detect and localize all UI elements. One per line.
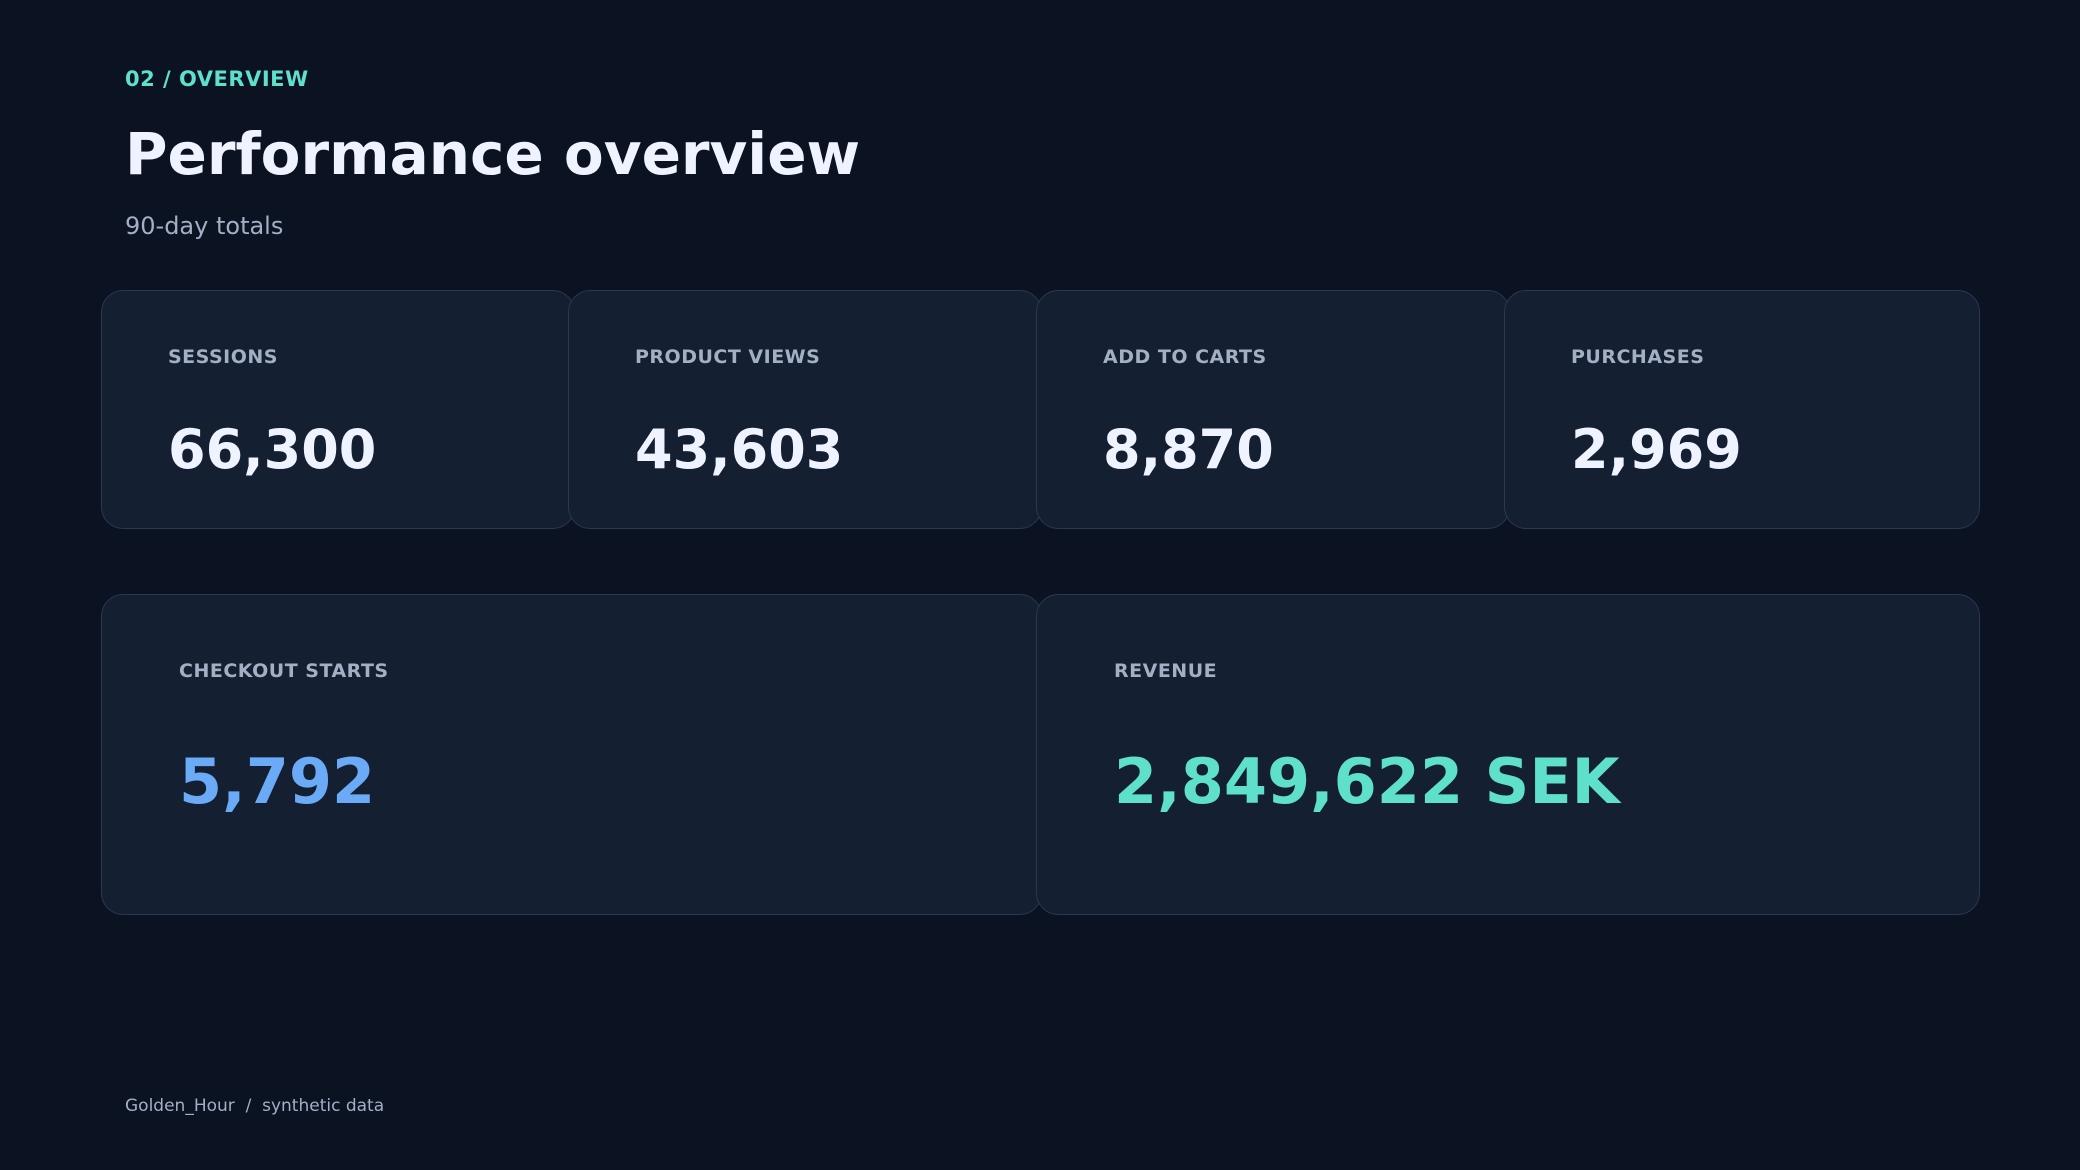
kpi-label: PRODUCT VIEWS [635, 346, 821, 368]
kpi-label: SESSIONS [168, 346, 278, 368]
kpi-card: ADD TO CARTS 8,870 [1036, 290, 1510, 529]
highlight-card: REVENUE 2,849,622 SEK [1036, 594, 1980, 915]
kpi-card: PURCHASES 2,969 [1504, 290, 1980, 529]
page-title: Performance overview [125, 120, 861, 188]
highlight-label: REVENUE [1114, 660, 1218, 682]
kpi-value: 66,300 [168, 418, 377, 481]
eyebrow: 02 / OVERVIEW [125, 67, 309, 91]
kpi-value: 8,870 [1103, 418, 1274, 481]
highlight-value: 2,849,622 SEK [1114, 745, 1620, 818]
highlight-card: CHECKOUT STARTS 5,792 [101, 594, 1042, 915]
subtitle: 90-day totals [125, 212, 284, 240]
kpi-card: PRODUCT VIEWS 43,603 [568, 290, 1042, 529]
kpi-label: PURCHASES [1571, 346, 1705, 368]
kpi-value: 2,969 [1571, 418, 1742, 481]
footer: Golden_Hour / synthetic data [125, 1096, 385, 1116]
highlight-label: CHECKOUT STARTS [179, 660, 389, 682]
kpi-card: SESSIONS 66,300 [101, 290, 575, 529]
kpi-value: 43,603 [635, 418, 844, 481]
highlight-value: 5,792 [179, 745, 376, 818]
kpi-label: ADD TO CARTS [1103, 346, 1267, 368]
